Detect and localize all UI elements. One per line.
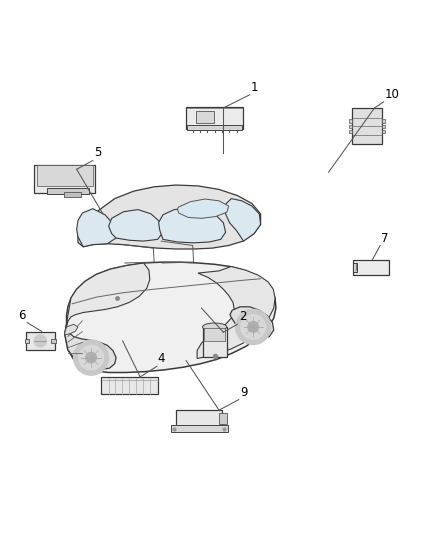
FancyBboxPatch shape [47,188,88,195]
FancyBboxPatch shape [51,339,56,343]
Text: 9: 9 [240,386,247,399]
FancyBboxPatch shape [34,165,95,193]
Polygon shape [65,333,116,369]
Text: 2: 2 [239,310,246,324]
Polygon shape [78,185,261,249]
Circle shape [248,322,258,332]
Circle shape [241,314,265,339]
Polygon shape [230,307,274,339]
FancyBboxPatch shape [349,119,352,123]
FancyBboxPatch shape [204,328,225,341]
Circle shape [236,310,271,344]
FancyBboxPatch shape [26,332,54,350]
Polygon shape [109,209,163,241]
FancyBboxPatch shape [171,425,228,432]
Polygon shape [77,209,116,247]
FancyBboxPatch shape [353,263,357,272]
FancyBboxPatch shape [382,119,385,123]
FancyBboxPatch shape [202,327,227,357]
Polygon shape [65,263,150,333]
Ellipse shape [202,323,227,331]
Text: 6: 6 [18,309,25,322]
FancyBboxPatch shape [349,125,352,128]
FancyBboxPatch shape [219,414,227,424]
Polygon shape [226,199,261,241]
Text: 4: 4 [158,352,165,365]
Text: 7: 7 [381,232,389,245]
FancyBboxPatch shape [382,125,385,128]
FancyBboxPatch shape [349,130,352,133]
Polygon shape [65,262,276,373]
Circle shape [86,352,96,363]
FancyBboxPatch shape [352,108,382,144]
Polygon shape [177,199,229,219]
Circle shape [74,340,109,375]
FancyBboxPatch shape [186,107,243,128]
Polygon shape [197,266,275,359]
FancyBboxPatch shape [64,192,81,197]
Circle shape [34,335,46,347]
Text: 1: 1 [251,81,258,94]
FancyBboxPatch shape [187,125,242,130]
FancyBboxPatch shape [37,165,93,186]
FancyBboxPatch shape [25,339,29,343]
Text: 10: 10 [385,88,399,101]
FancyBboxPatch shape [382,130,385,133]
FancyBboxPatch shape [101,377,158,394]
FancyBboxPatch shape [176,410,223,427]
Text: 5: 5 [94,146,102,159]
Circle shape [79,345,103,370]
FancyBboxPatch shape [353,260,389,275]
Polygon shape [65,324,78,334]
Polygon shape [159,209,226,243]
FancyBboxPatch shape [196,110,214,123]
